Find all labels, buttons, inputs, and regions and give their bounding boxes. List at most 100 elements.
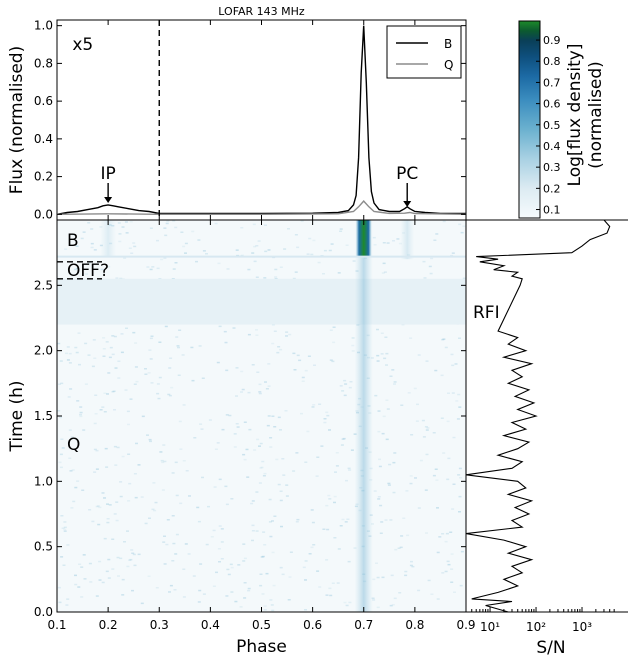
noise-speck bbox=[187, 553, 191, 555]
noise-speck bbox=[397, 547, 401, 549]
noise-speck bbox=[133, 564, 137, 567]
noise-speck bbox=[149, 440, 152, 443]
noise-speck bbox=[90, 228, 94, 230]
noise-speck bbox=[261, 593, 265, 595]
noise-speck bbox=[87, 262, 91, 265]
noise-speck bbox=[61, 527, 65, 529]
noise-speck bbox=[458, 337, 461, 339]
noise-speck bbox=[107, 577, 111, 579]
noise-speck bbox=[332, 326, 336, 328]
noise-speck bbox=[144, 368, 147, 370]
noise-speck bbox=[105, 570, 109, 573]
noise-speck bbox=[273, 426, 277, 428]
noise-speck bbox=[74, 583, 78, 586]
noise-speck bbox=[74, 486, 78, 489]
noise-speck bbox=[425, 429, 429, 431]
noise-speck bbox=[80, 237, 84, 240]
noise-speck bbox=[82, 429, 86, 431]
noise-speck bbox=[429, 272, 433, 275]
noise-speck bbox=[413, 387, 417, 390]
noise-speck bbox=[153, 509, 157, 512]
noise-speck bbox=[60, 382, 64, 385]
noise-speck bbox=[294, 234, 298, 236]
noise-speck bbox=[312, 239, 316, 242]
noise-speck bbox=[304, 579, 307, 581]
noise-speck bbox=[149, 268, 153, 271]
noise-speck bbox=[277, 346, 281, 348]
x-tick-label: 0.8 bbox=[405, 618, 424, 632]
noise-speck bbox=[407, 392, 411, 394]
noise-speck bbox=[177, 374, 181, 376]
noise-speck bbox=[332, 341, 336, 344]
noise-speck bbox=[440, 374, 444, 377]
noise-speck bbox=[105, 466, 109, 468]
noise-speck bbox=[351, 337, 355, 339]
noise-speck bbox=[220, 528, 224, 530]
noise-speck bbox=[334, 471, 337, 473]
noise-speck bbox=[80, 566, 84, 568]
noise-speck bbox=[247, 589, 251, 592]
x-tick-label: 0.1 bbox=[47, 618, 66, 632]
noise-speck bbox=[450, 553, 454, 555]
pulse-track bbox=[354, 220, 373, 612]
sn-x-tick-label: 10² bbox=[526, 620, 546, 634]
noise-speck bbox=[253, 260, 257, 263]
noise-speck bbox=[430, 593, 434, 595]
noise-speck bbox=[92, 339, 96, 341]
noise-speck bbox=[292, 277, 296, 280]
noise-speck bbox=[414, 477, 417, 479]
noise-speck bbox=[129, 398, 133, 400]
noise-speck bbox=[457, 474, 461, 476]
noise-speck bbox=[149, 227, 153, 229]
noise-speck bbox=[166, 519, 170, 521]
noise-speck bbox=[73, 268, 77, 271]
noise-speck bbox=[377, 410, 381, 412]
noise-speck bbox=[103, 537, 107, 540]
legend-label-q: Q bbox=[444, 58, 453, 72]
noise-speck bbox=[163, 563, 167, 565]
x-tick-label: 0.4 bbox=[201, 618, 220, 632]
noise-speck bbox=[447, 392, 450, 394]
noise-speck bbox=[171, 560, 175, 562]
noise-speck bbox=[304, 369, 308, 372]
noise-speck bbox=[98, 560, 102, 563]
noise-speck bbox=[225, 503, 229, 506]
noise-speck bbox=[352, 260, 356, 262]
noise-speck bbox=[111, 391, 115, 393]
noise-speck bbox=[59, 360, 63, 362]
noise-speck bbox=[330, 243, 334, 245]
noise-speck bbox=[174, 262, 178, 264]
noise-speck bbox=[251, 524, 255, 527]
colorbar-gradient bbox=[518, 20, 541, 219]
noise-speck bbox=[113, 513, 117, 515]
noise-speck bbox=[422, 260, 426, 263]
noise-speck bbox=[379, 504, 383, 507]
noise-speck bbox=[386, 242, 390, 244]
noise-speck bbox=[271, 342, 275, 345]
noise-speck bbox=[271, 520, 274, 522]
noise-speck bbox=[304, 560, 308, 562]
noise-speck bbox=[182, 404, 186, 406]
noise-speck bbox=[274, 268, 278, 271]
noise-speck bbox=[111, 353, 115, 356]
noise-speck bbox=[434, 369, 438, 372]
noise-speck bbox=[385, 399, 389, 401]
sn-axis-label: S/N bbox=[536, 638, 565, 658]
noise-speck bbox=[279, 429, 282, 431]
noise-speck bbox=[376, 360, 380, 362]
noise-speck bbox=[62, 564, 66, 566]
noise-speck bbox=[389, 604, 393, 607]
noise-speck bbox=[389, 375, 393, 377]
noise-speck bbox=[462, 225, 466, 227]
noise-speck bbox=[384, 519, 388, 521]
noise-speck bbox=[285, 484, 289, 486]
noise-speck bbox=[84, 273, 88, 275]
noise-speck bbox=[184, 252, 187, 254]
noise-speck bbox=[217, 548, 221, 550]
noise-speck bbox=[328, 429, 331, 431]
state-label-b: B bbox=[67, 231, 79, 251]
noise-speck bbox=[72, 233, 76, 236]
noise-speck bbox=[423, 277, 427, 279]
noise-speck bbox=[293, 369, 297, 371]
noise-speck bbox=[306, 430, 310, 433]
